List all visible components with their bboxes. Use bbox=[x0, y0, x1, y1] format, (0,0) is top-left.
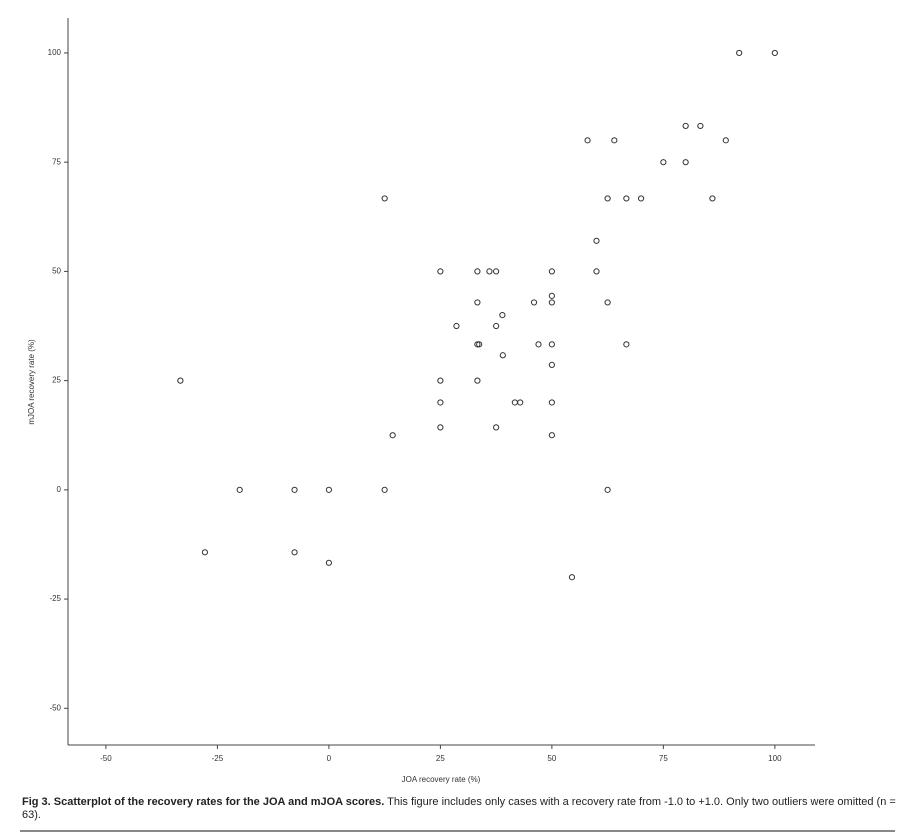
point bbox=[437, 399, 444, 406]
point bbox=[722, 137, 729, 144]
point bbox=[548, 292, 555, 299]
point bbox=[697, 122, 704, 130]
point bbox=[623, 195, 630, 202]
point bbox=[584, 137, 591, 144]
y-tick-label: 75 bbox=[52, 157, 61, 166]
point bbox=[517, 399, 524, 406]
point bbox=[736, 49, 743, 57]
y-tick-label: 50 bbox=[52, 267, 61, 276]
point bbox=[325, 486, 332, 493]
point bbox=[493, 268, 500, 275]
point bbox=[593, 268, 600, 275]
caption-title: Fig 3. Scatterplot of the recovery rates… bbox=[22, 796, 385, 808]
point bbox=[291, 549, 298, 556]
point bbox=[486, 268, 493, 275]
point bbox=[453, 322, 460, 330]
point bbox=[437, 268, 444, 275]
chart: mJOA recovery rate (%) JOA recovery rate… bbox=[27, 18, 815, 784]
point bbox=[611, 137, 618, 144]
point bbox=[593, 237, 600, 244]
point bbox=[548, 268, 555, 275]
y-tick-label: -50 bbox=[49, 703, 61, 712]
point bbox=[499, 352, 506, 359]
point bbox=[548, 299, 555, 306]
point bbox=[381, 486, 388, 493]
point bbox=[682, 122, 689, 130]
point bbox=[682, 159, 689, 166]
y-tick-label: 25 bbox=[52, 376, 61, 385]
point bbox=[530, 299, 538, 306]
y-axis-label: mJOA recovery rate (%) bbox=[27, 339, 36, 425]
point bbox=[201, 549, 209, 556]
point bbox=[535, 341, 542, 348]
point bbox=[291, 486, 298, 493]
caption-text: This figure includes only cases with a r… bbox=[22, 796, 896, 821]
point bbox=[604, 486, 611, 493]
x-axis-label: JOA recovery rate (%) bbox=[402, 775, 481, 784]
point bbox=[548, 432, 555, 439]
point bbox=[604, 195, 611, 202]
point bbox=[548, 341, 555, 348]
y-tick-label: -25 bbox=[49, 594, 61, 603]
point bbox=[548, 399, 555, 406]
point bbox=[623, 341, 630, 348]
point bbox=[604, 299, 611, 306]
point bbox=[381, 195, 388, 202]
caption: Fig 3. Scatterplot of the recovery rates… bbox=[22, 796, 902, 822]
point bbox=[476, 341, 483, 348]
point bbox=[437, 424, 444, 431]
x-tick-label: 25 bbox=[436, 754, 445, 763]
y-tick-label: 100 bbox=[48, 48, 62, 57]
point bbox=[177, 377, 184, 384]
point bbox=[548, 361, 555, 368]
point bbox=[568, 574, 576, 581]
x-tick-label: 100 bbox=[768, 754, 782, 763]
point bbox=[771, 49, 778, 57]
x-tick-label: 75 bbox=[659, 754, 668, 763]
point bbox=[660, 159, 667, 166]
x-tick-label: 50 bbox=[547, 754, 556, 763]
point bbox=[493, 424, 500, 431]
y-tick-label: 0 bbox=[57, 485, 62, 494]
rule bbox=[20, 830, 895, 832]
x-tick-label: -25 bbox=[212, 754, 224, 763]
point bbox=[511, 399, 518, 406]
point bbox=[637, 195, 645, 202]
x-tick-label: 0 bbox=[327, 754, 332, 763]
point bbox=[474, 268, 481, 275]
point bbox=[493, 322, 500, 330]
point bbox=[499, 311, 506, 319]
point bbox=[389, 432, 396, 439]
point bbox=[474, 299, 481, 306]
point bbox=[325, 559, 332, 566]
point bbox=[437, 377, 444, 384]
point bbox=[709, 195, 716, 202]
point bbox=[474, 377, 481, 384]
point bbox=[236, 486, 243, 493]
point bbox=[474, 341, 481, 348]
x-tick-label: -50 bbox=[100, 754, 112, 763]
